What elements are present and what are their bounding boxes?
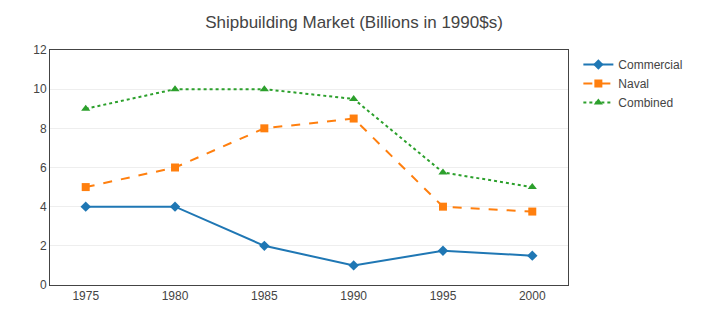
svg-text:Commercial: Commercial xyxy=(618,58,682,72)
svg-text:0: 0 xyxy=(40,278,47,292)
svg-text:10: 10 xyxy=(33,82,47,96)
svg-text:12: 12 xyxy=(33,43,47,57)
svg-text:1975: 1975 xyxy=(72,289,99,303)
svg-text:2: 2 xyxy=(40,239,47,253)
svg-text:1995: 1995 xyxy=(430,289,457,303)
svg-text:1985: 1985 xyxy=(251,289,278,303)
svg-text:6: 6 xyxy=(40,161,47,175)
svg-text:Shipbuilding Market (Billions: Shipbuilding Market (Billions in 1990$s) xyxy=(205,13,503,32)
svg-text:2000: 2000 xyxy=(519,289,546,303)
svg-text:1990: 1990 xyxy=(340,289,367,303)
svg-text:Combined: Combined xyxy=(618,96,673,110)
svg-text:4: 4 xyxy=(40,200,47,214)
svg-text:Naval: Naval xyxy=(618,77,649,91)
svg-text:8: 8 xyxy=(40,122,47,136)
svg-text:1980: 1980 xyxy=(162,289,189,303)
